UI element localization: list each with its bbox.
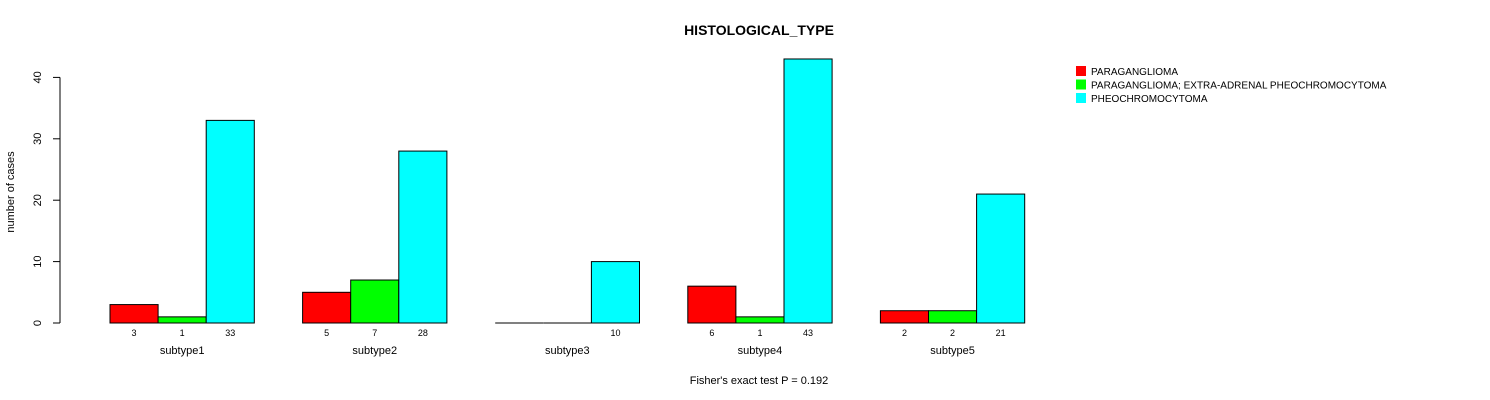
data-label-subtype2-series-2: 7 — [372, 328, 377, 338]
bar-subtype4-series-3 — [783, 58, 833, 324]
y-axis: 0 10 20 30 40 — [32, 71, 61, 326]
bar-subtype4-series-1 — [687, 285, 737, 324]
category-label-subtype3: subtype3 — [545, 345, 590, 357]
chart-title: HISTOLOGICAL_TYPE — [684, 22, 834, 38]
bar-subtype2-series-1 — [302, 291, 352, 324]
bar-subtype3-series-3 — [590, 261, 641, 324]
bars-group — [109, 58, 1026, 324]
legend-label-2: PARAGANGLIOMA; EXTRA-ADRENAL PHEOCHROMOC… — [1091, 81, 1387, 92]
legend-swatch-3 — [1076, 93, 1086, 103]
data-label-subtype5-series-1: 2 — [902, 328, 907, 338]
bar-subtype2-series-2 — [350, 279, 400, 324]
data-label-subtype5-series-3: 21 — [996, 328, 1006, 338]
y-axis-label: number of cases — [5, 151, 17, 233]
bar-subtype4-series-2 — [735, 316, 785, 324]
data-label-subtype2-series-1: 5 — [324, 328, 329, 338]
data-labels: 3 1 33 5 7 28 10 6 1 43 2 2 21 — [132, 328, 1006, 338]
category-label-subtype5: subtype5 — [930, 345, 975, 357]
legend-swatch-2 — [1076, 79, 1086, 90]
data-label-subtype1-series-3: 33 — [225, 328, 235, 338]
y-tick-label: 10 — [32, 255, 44, 267]
bar-subtype1-series-1 — [109, 304, 159, 324]
y-tick-label: 20 — [32, 194, 44, 206]
legend-label-1: PARAGANGLIOMA — [1091, 67, 1178, 78]
bar-subtype5-series-3 — [976, 193, 1026, 324]
data-label-subtype1-series-2: 1 — [180, 328, 185, 338]
data-label-subtype1-series-1: 3 — [132, 328, 137, 338]
bar-subtype1-series-2 — [157, 316, 207, 324]
legend-swatch-1 — [1076, 66, 1086, 76]
legend-label-3: PHEOCHROMOCYTOMA — [1091, 94, 1208, 105]
category-label-subtype1: subtype1 — [160, 345, 205, 357]
data-label-subtype4-series-3: 43 — [803, 328, 813, 338]
y-tick-label: 30 — [32, 133, 44, 145]
data-label-subtype4-series-2: 1 — [757, 328, 762, 338]
bar-subtype5-series-2 — [928, 310, 978, 324]
bar-subtype2-series-3 — [398, 150, 448, 324]
category-labels: subtype1 subtype2 subtype3 subtype4 subtype5 — [160, 345, 975, 357]
bar-subtype5-series-1 — [879, 310, 930, 324]
fisher-test-annotation: Fisher's exact test P = 0.192 — [690, 375, 829, 387]
data-label-subtype3-series-3: 10 — [610, 328, 620, 338]
data-label-subtype2-series-3: 28 — [418, 328, 428, 338]
bar-subtype1-series-3 — [205, 119, 255, 324]
category-label-subtype2: subtype2 — [352, 345, 397, 357]
y-tick-label: 0 — [32, 320, 44, 326]
data-label-subtype5-series-2: 2 — [950, 328, 955, 338]
y-tick-label: 40 — [32, 71, 44, 83]
data-label-subtype4-series-1: 6 — [709, 328, 714, 338]
legend: PARAGANGLIOMA PARAGANGLIOMA; EXTRA-ADRENA… — [1076, 66, 1387, 105]
category-label-subtype4: subtype4 — [738, 345, 783, 357]
